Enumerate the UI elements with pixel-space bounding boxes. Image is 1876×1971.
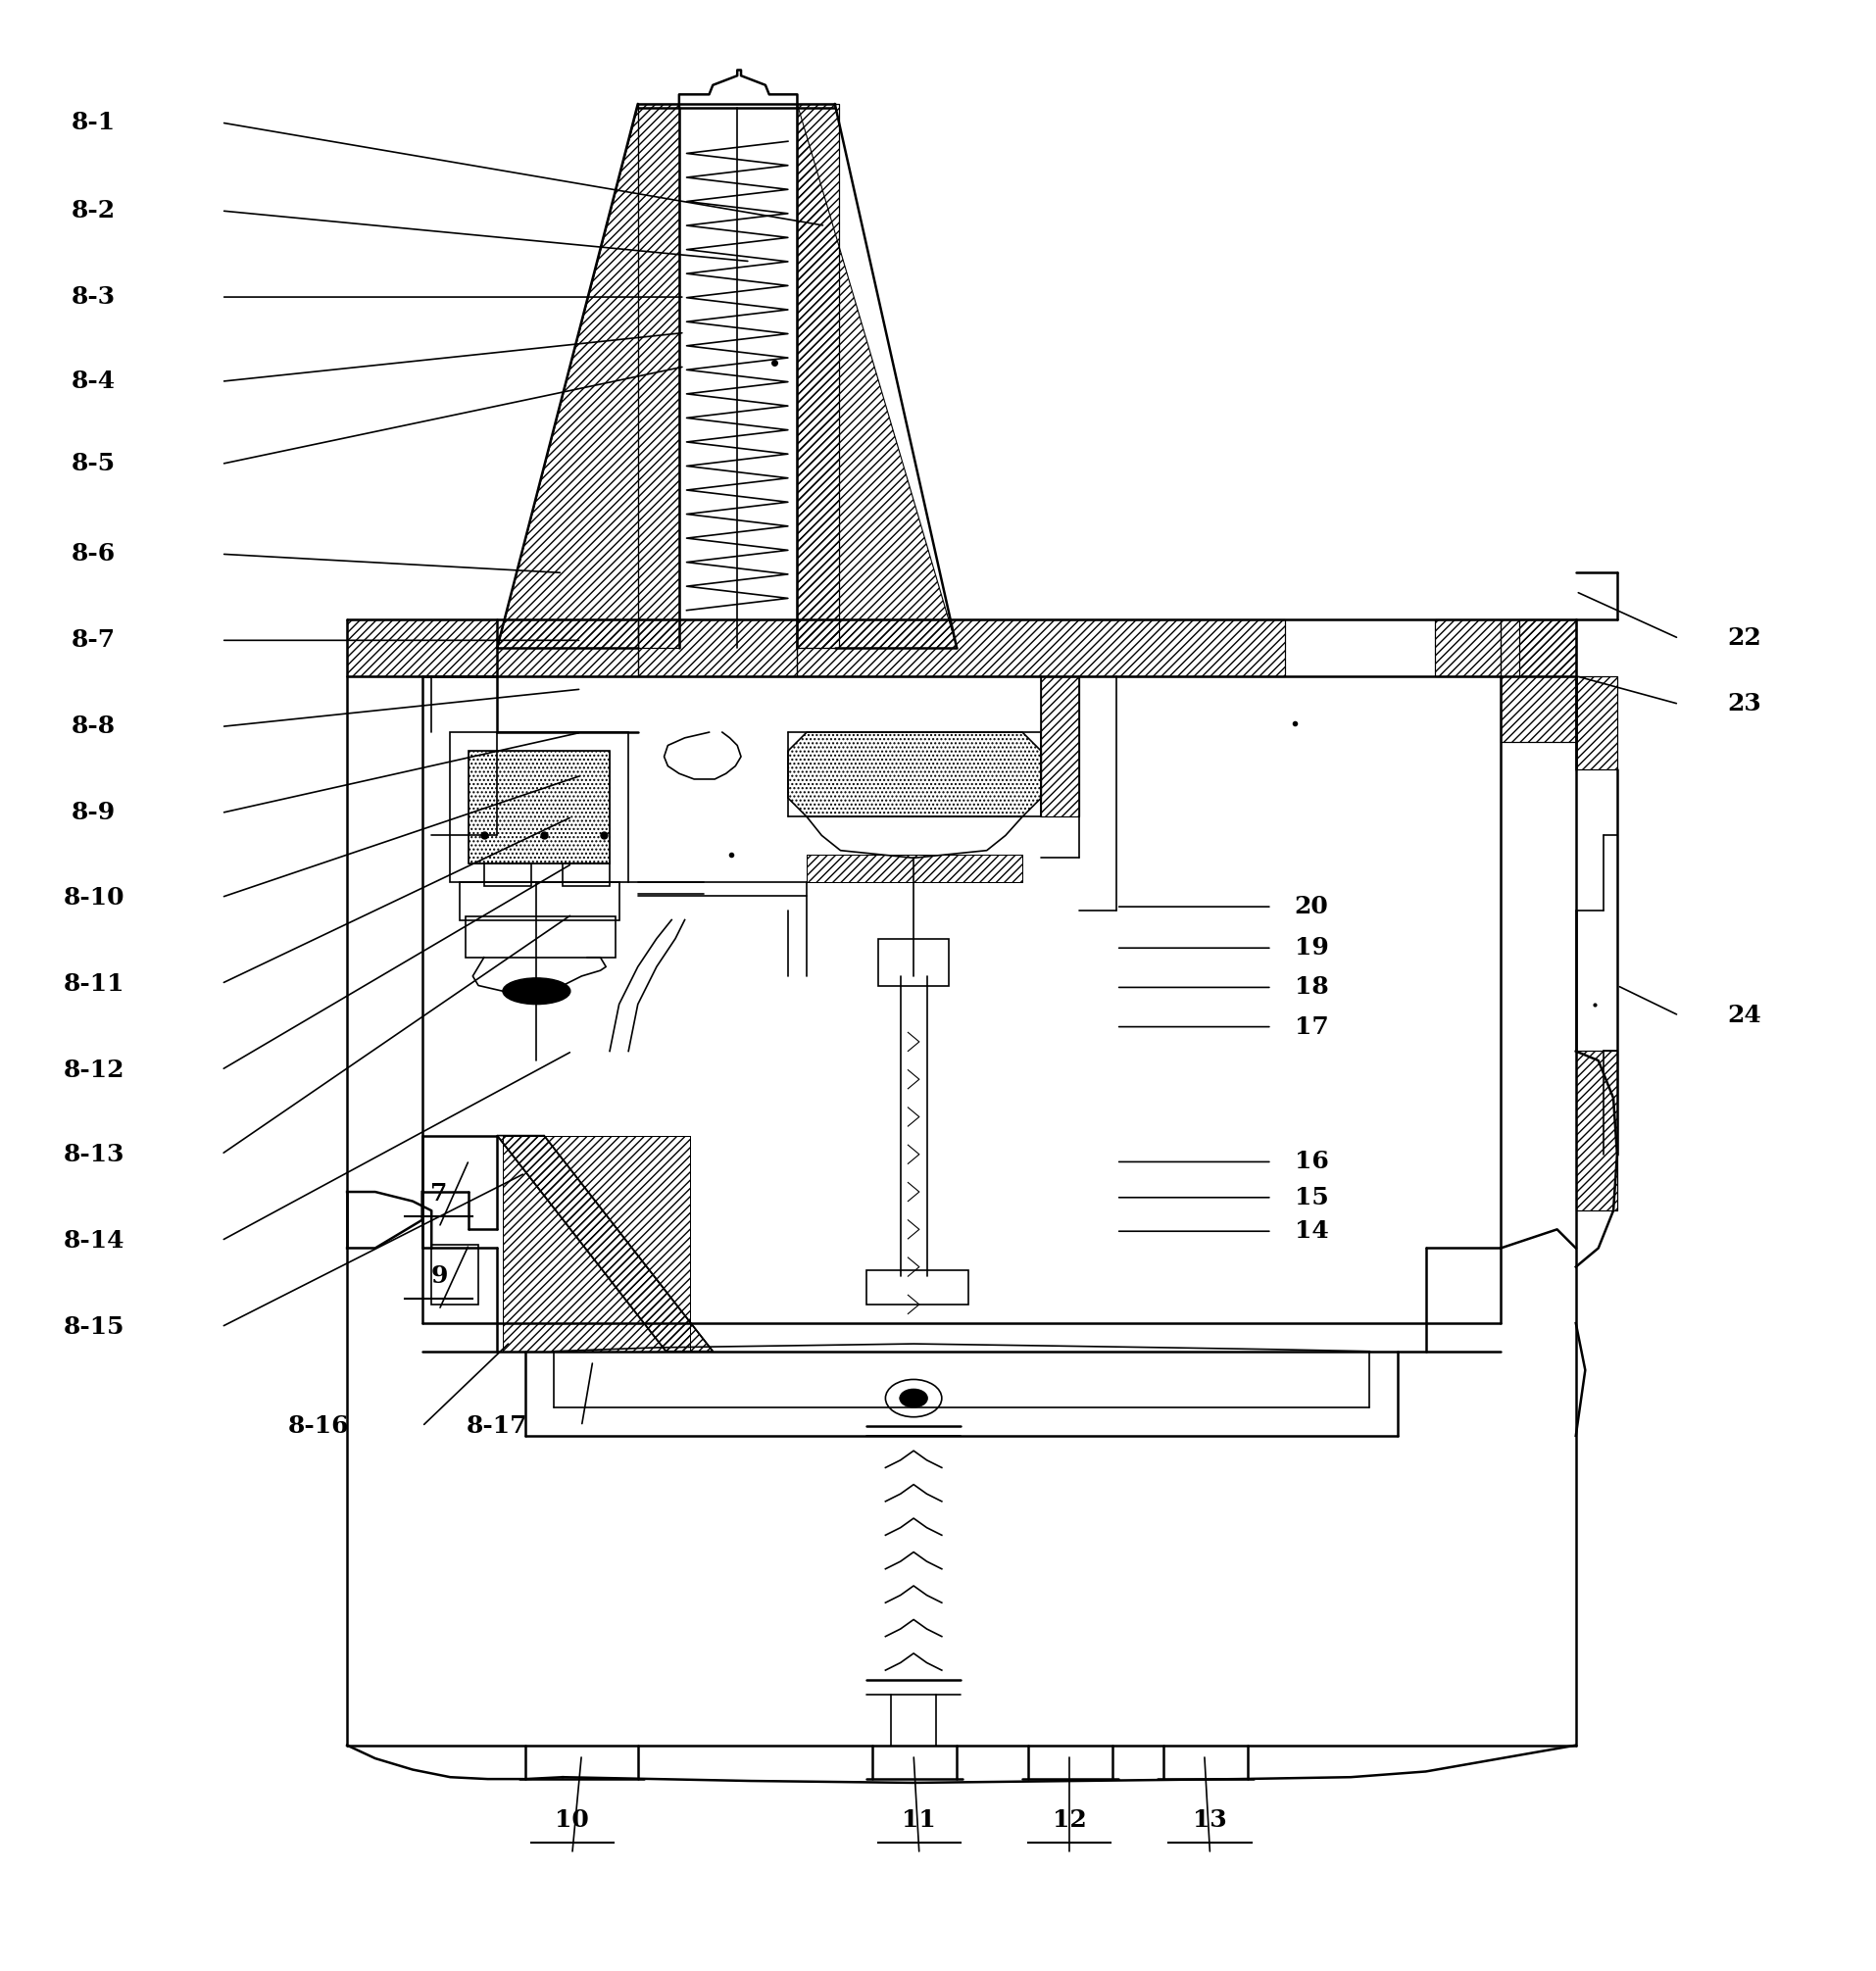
Text: 7: 7 bbox=[430, 1183, 448, 1206]
Text: 8-5: 8-5 bbox=[71, 451, 116, 475]
Text: 15: 15 bbox=[1294, 1187, 1328, 1210]
Bar bbox=[1435, 619, 1501, 676]
Bar bbox=[347, 619, 638, 676]
Bar bbox=[1576, 676, 1617, 771]
Bar bbox=[1576, 1051, 1617, 1210]
Text: 8-9: 8-9 bbox=[71, 800, 116, 824]
Bar bbox=[1576, 676, 1617, 771]
Bar bbox=[347, 619, 638, 676]
Text: 17: 17 bbox=[1294, 1015, 1328, 1039]
Text: 18: 18 bbox=[1294, 976, 1328, 999]
Text: 8-16: 8-16 bbox=[289, 1415, 349, 1439]
Bar bbox=[797, 104, 839, 648]
Text: 8-11: 8-11 bbox=[64, 972, 124, 995]
Bar bbox=[563, 863, 610, 887]
Bar bbox=[450, 733, 628, 883]
Text: 19: 19 bbox=[1294, 936, 1328, 960]
Ellipse shape bbox=[899, 1390, 927, 1407]
Text: 12: 12 bbox=[1052, 1809, 1086, 1833]
Text: 8-13: 8-13 bbox=[64, 1143, 124, 1167]
Text: 11: 11 bbox=[902, 1809, 936, 1833]
Bar bbox=[1501, 619, 1576, 741]
Text: 8-10: 8-10 bbox=[64, 885, 124, 909]
Text: 9: 9 bbox=[430, 1265, 448, 1287]
Bar bbox=[503, 1135, 690, 1352]
Bar bbox=[797, 619, 1285, 676]
Bar bbox=[469, 751, 610, 863]
Text: 8-2: 8-2 bbox=[71, 199, 116, 223]
Bar bbox=[1041, 676, 1079, 816]
Bar bbox=[484, 863, 531, 887]
Bar bbox=[638, 104, 679, 648]
Text: 8-8: 8-8 bbox=[71, 715, 116, 739]
Bar bbox=[807, 853, 1022, 883]
Bar bbox=[1520, 619, 1576, 676]
Text: 8-1: 8-1 bbox=[71, 110, 116, 134]
Text: 10: 10 bbox=[555, 1809, 589, 1833]
Text: 8-6: 8-6 bbox=[71, 542, 116, 566]
Text: 8-14: 8-14 bbox=[64, 1228, 124, 1252]
Bar bbox=[807, 853, 1022, 883]
Ellipse shape bbox=[503, 978, 570, 1005]
Bar bbox=[1576, 1051, 1617, 1210]
Text: 23: 23 bbox=[1728, 692, 1762, 715]
Text: 20: 20 bbox=[1294, 895, 1328, 918]
Text: 24: 24 bbox=[1728, 1003, 1762, 1027]
Bar bbox=[460, 883, 619, 920]
Text: 8-15: 8-15 bbox=[64, 1315, 124, 1338]
Bar bbox=[1041, 676, 1079, 816]
Text: 14: 14 bbox=[1294, 1220, 1328, 1244]
Text: 16: 16 bbox=[1294, 1149, 1328, 1173]
Text: 8-12: 8-12 bbox=[64, 1058, 124, 1082]
Bar bbox=[503, 1135, 690, 1352]
Bar bbox=[1520, 619, 1576, 676]
Text: 8-3: 8-3 bbox=[71, 286, 116, 309]
Bar bbox=[867, 1271, 968, 1305]
Bar bbox=[638, 619, 797, 676]
Text: 8-17: 8-17 bbox=[467, 1415, 527, 1439]
Bar bbox=[1501, 619, 1576, 741]
Text: 8-4: 8-4 bbox=[71, 371, 116, 392]
Bar bbox=[878, 938, 949, 986]
Text: 8-7: 8-7 bbox=[71, 629, 116, 652]
Bar bbox=[638, 104, 679, 648]
Bar bbox=[431, 1244, 478, 1305]
Bar bbox=[465, 917, 615, 958]
Bar bbox=[797, 619, 1285, 676]
Bar bbox=[638, 619, 797, 676]
Text: 22: 22 bbox=[1728, 627, 1762, 650]
Bar bbox=[797, 104, 839, 648]
Bar bbox=[1435, 619, 1501, 676]
Text: 13: 13 bbox=[1193, 1809, 1227, 1833]
